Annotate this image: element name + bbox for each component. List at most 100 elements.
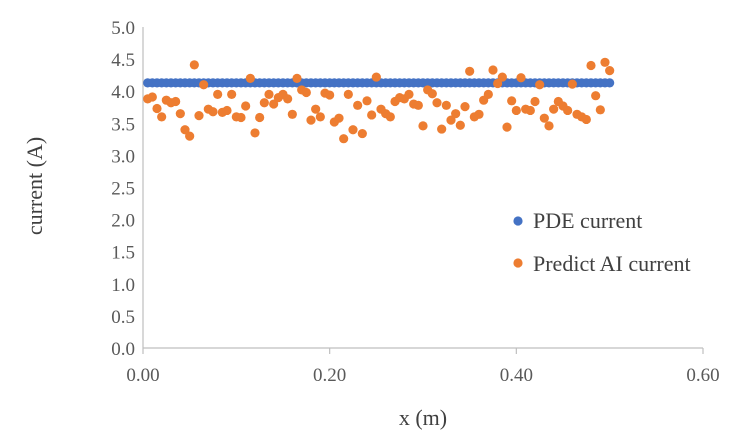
predict-ai-current-point xyxy=(189,60,199,70)
y-tick-labels: 0.0 0.5 1.0 1.5 2.0 2.5 3.0 3.5 4.0 4.5 5.0 xyxy=(111,18,135,360)
predict-ai-current-point xyxy=(441,100,451,110)
predict-ai-current-point xyxy=(362,96,372,106)
predict-ai-current-point xyxy=(334,113,344,123)
predict-ai-current-point xyxy=(152,103,162,114)
predict-ai-current-point xyxy=(455,120,465,130)
predict-ai-current-point xyxy=(427,89,437,99)
predict-ai-current-point xyxy=(497,72,507,82)
legend-item-pde-current: PDE current xyxy=(513,208,642,233)
predict-ai-current-point xyxy=(600,57,610,67)
predict-ai-current-point xyxy=(250,128,260,138)
y-tick-label: 3.0 xyxy=(111,146,135,167)
legend-item-predict-ai-current: Predict AI current xyxy=(513,251,691,276)
predict-ai-current-point xyxy=(446,115,456,125)
predict-ai-current-point xyxy=(185,131,195,141)
predict-ai-current-point xyxy=(516,73,526,83)
predict-ai-current-point xyxy=(175,109,185,119)
predict-ai-current-point xyxy=(525,105,535,116)
predict-ai-current-point xyxy=(460,102,470,112)
legend-marker-pde-current xyxy=(513,216,523,226)
y-axis-title: current (A) xyxy=(22,137,47,235)
x-tick-label: 0.60 xyxy=(686,365,719,386)
predict-ai-current-point xyxy=(474,109,484,119)
predict-ai-current-point xyxy=(451,109,461,119)
predict-ai-current-point xyxy=(432,98,442,108)
y-tick-label: 0.5 xyxy=(111,307,135,328)
predict-ai-current-point xyxy=(544,121,554,131)
predict-ai-current-point xyxy=(353,100,363,110)
predict-ai-current-point xyxy=(315,112,325,122)
predict-ai-current-point xyxy=(549,104,559,114)
predict-ai-current-point xyxy=(343,89,353,100)
predict-ai-current-point xyxy=(595,105,605,115)
y-tick-label: 4.0 xyxy=(111,82,135,103)
predict-ai-current-point xyxy=(283,94,293,104)
predict-ai-current-point xyxy=(269,99,279,109)
predict-ai-current-point xyxy=(437,124,447,134)
predict-ai-current-point xyxy=(530,96,540,107)
predict-ai-current-point xyxy=(493,78,503,89)
y-tick-label: 1.5 xyxy=(111,243,135,264)
predict-ai-current-point xyxy=(502,122,512,132)
predict-ai-current-point xyxy=(236,112,246,123)
predict-ai-current-point xyxy=(418,121,428,131)
legend: PDE current Predict AI current xyxy=(513,208,691,276)
predict-ai-current-point xyxy=(605,66,615,76)
predict-ai-current-point xyxy=(259,98,269,108)
predict-ai-current-point xyxy=(311,104,321,114)
predict-ai-current-point xyxy=(535,80,545,90)
predict-ai-current-point xyxy=(404,89,414,100)
predict-ai-current-point xyxy=(208,107,218,117)
x-tick-labels: 0.00 0.20 0.40 0.60 xyxy=(126,365,719,386)
predict-ai-current-point xyxy=(241,101,251,111)
predict-ai-current-point xyxy=(287,109,297,119)
pde-current-point xyxy=(605,78,615,88)
series-pde-current xyxy=(143,78,615,88)
legend-label-predict-ai-current: Predict AI current xyxy=(533,251,691,276)
predict-ai-current-point xyxy=(539,113,549,123)
predict-ai-current-point xyxy=(213,89,223,100)
legend-marker-predict-ai-current xyxy=(513,258,523,268)
predict-ai-current-point xyxy=(180,125,190,135)
y-tick-label: 3.5 xyxy=(111,114,135,135)
predict-ai-current-point xyxy=(465,66,475,76)
x-tick-label: 0.20 xyxy=(313,365,346,386)
predict-ai-current-point xyxy=(507,96,517,106)
predict-ai-current-point xyxy=(385,112,395,122)
y-tick-label: 4.5 xyxy=(111,50,135,71)
predict-ai-current-point xyxy=(306,115,316,125)
predict-ai-current-point xyxy=(483,89,493,100)
predict-ai-current-point xyxy=(567,79,577,89)
predict-ai-current-point xyxy=(301,87,311,98)
predict-ai-current-point xyxy=(292,73,302,83)
y-tick-label: 2.0 xyxy=(111,211,135,232)
y-tick-label: 1.0 xyxy=(111,275,135,296)
predict-ai-current-point xyxy=(245,73,255,83)
predict-ai-current-point xyxy=(581,114,591,125)
predict-ai-current-point xyxy=(255,112,265,123)
predict-ai-current-point xyxy=(171,96,181,107)
x-tick-label: 0.00 xyxy=(126,365,159,386)
predict-ai-current-point xyxy=(348,125,358,135)
predict-ai-current-point xyxy=(511,105,521,116)
predict-ai-current-point xyxy=(371,72,381,82)
predict-ai-current-point xyxy=(222,105,232,116)
predict-ai-current-point xyxy=(147,92,157,102)
predict-ai-current-point xyxy=(325,90,335,100)
predict-ai-current-point xyxy=(264,89,274,100)
predict-ai-current-point xyxy=(157,112,167,122)
y-tick-label: 2.5 xyxy=(111,179,135,200)
x-axis-title: x (m) xyxy=(399,405,447,430)
x-tick-label: 0.40 xyxy=(500,365,533,386)
predict-ai-current-point xyxy=(357,128,367,139)
predict-ai-current-point xyxy=(488,65,498,75)
series-predict-ai-current xyxy=(143,57,615,144)
predict-ai-current-point xyxy=(194,110,204,121)
predict-ai-current-point xyxy=(591,91,601,101)
x-tick-marks xyxy=(142,348,704,354)
predict-ai-current-point xyxy=(413,100,423,110)
y-tick-label: 5.0 xyxy=(111,18,135,39)
predict-ai-current-point xyxy=(199,80,209,90)
predict-ai-current-point xyxy=(563,105,573,116)
